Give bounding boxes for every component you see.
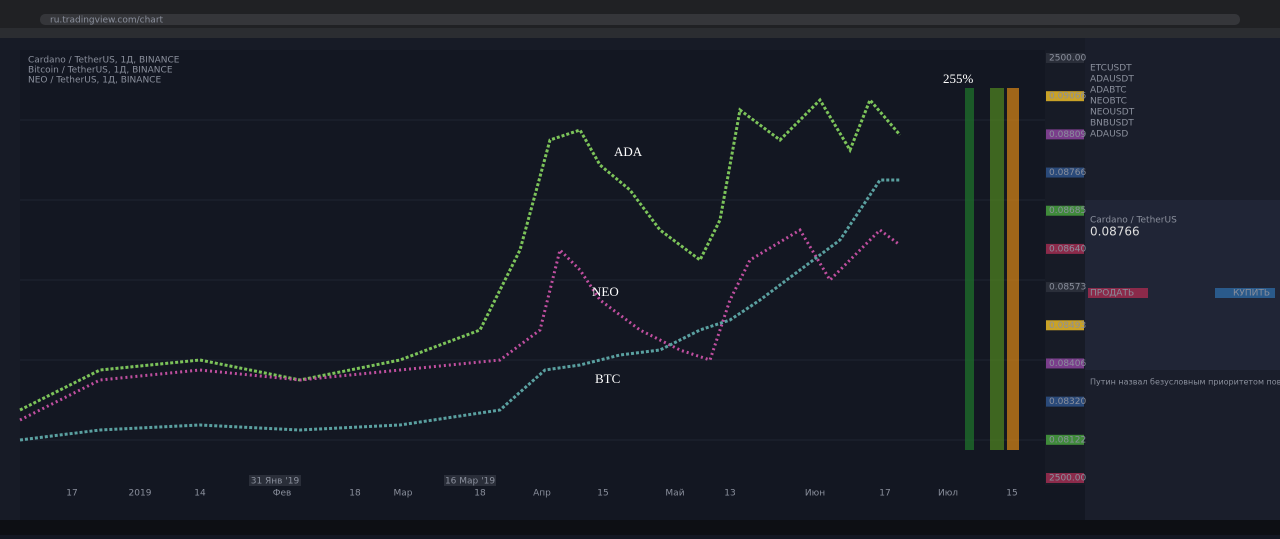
ada-candles [19, 97, 902, 412]
price-label: 0.08640 [1049, 244, 1086, 254]
x-tick-label: 15 [1006, 489, 1017, 499]
ada-label: ADA [614, 144, 643, 159]
date-callout: 31 Янв '19 [251, 477, 300, 487]
highlight-bar [1007, 88, 1019, 450]
price-label: 2500.00 [1049, 54, 1086, 64]
buy-text: КУПИТЬ [1233, 289, 1270, 299]
sell-button[interactable] [1088, 288, 1148, 298]
x-tick-label: 15 [597, 489, 608, 499]
address-field[interactable] [40, 14, 1240, 25]
bookmarks-bar [0, 28, 1280, 38]
watchlist-symbol: ADABTC [1090, 86, 1127, 96]
x-tick-label: Июн [805, 489, 825, 499]
x-tick-label: 13 [724, 489, 735, 499]
date-callout-bg [249, 475, 301, 486]
legend-entry: Bitcoin / TetherUS, 1Д, BINANCE [28, 66, 173, 76]
trade-panel [1085, 200, 1280, 370]
x-tick-label: Фев [273, 489, 292, 499]
price-label: 0.08809 [1049, 130, 1086, 140]
price-tag [1046, 396, 1084, 407]
chart-toolbar [0, 38, 1085, 50]
highlight-bar [990, 88, 1004, 450]
x-tick-label: 14 [194, 489, 206, 499]
watchlist-symbol: BNBUSDT [1090, 119, 1134, 129]
price-tag [1046, 91, 1084, 102]
buy-button[interactable] [1215, 288, 1275, 298]
price-axis [1045, 50, 1085, 485]
trade-price: 0.08766 [1090, 225, 1140, 239]
watchlist-symbol: ADAUSDT [1090, 75, 1134, 85]
price-label: 0.08493 [1049, 321, 1086, 331]
price-tag [1046, 205, 1084, 216]
price-label: 0.08406 [1049, 359, 1086, 369]
price-label: 0.08122 [1049, 435, 1086, 445]
watchlist-symbol: NEOUSDT [1090, 108, 1135, 118]
price-label: 0.08320 [1049, 397, 1086, 407]
watchlist-symbol: NEOBTC [1090, 97, 1127, 107]
legend-entry: NEO / TetherUS, 1Д, BINANCE [28, 76, 161, 86]
x-tick-label: 18 [349, 489, 361, 499]
price-tag [1046, 243, 1084, 254]
btc-candles [19, 178, 900, 442]
taskbar [0, 520, 1280, 535]
watchlist-symbol: ADAUSD [1090, 130, 1128, 140]
price-tag [1046, 320, 1084, 331]
price-tag [1046, 358, 1084, 369]
price-label: 2500.00 [1049, 474, 1086, 484]
trade-symbol: Cardano / TetherUS [1090, 216, 1177, 226]
sell-text: ПРОДАТЬ [1090, 289, 1134, 299]
price-label: 0.08685 [1049, 206, 1086, 216]
date-callout: 16 Мар '19 [445, 477, 495, 487]
x-tick-label: 2019 [129, 489, 152, 499]
neo-label: NEO [592, 284, 619, 299]
price-label: 0.08766 [1049, 168, 1086, 178]
price-tag [1046, 53, 1084, 63]
price-tag [1046, 434, 1084, 445]
price-label: 0.09066 [1049, 92, 1086, 102]
legend-entry: Cardano / TetherUS, 1Д, BINANCE [28, 56, 180, 66]
watchlist-symbol: ETCUSDT [1090, 64, 1132, 74]
x-tick-label: 17 [66, 489, 77, 499]
date-callout-bg [444, 475, 496, 486]
drawing-toolbar [0, 50, 20, 520]
price-tag [1046, 129, 1084, 140]
news-title: Путин назвал безусловным приоритетом пов… [1090, 378, 1280, 387]
x-tick-label: Мар [394, 489, 413, 499]
x-tick-label: Май [665, 489, 684, 499]
price-tag [1046, 473, 1084, 483]
x-tick-label: 18 [474, 489, 486, 499]
highlight-bar [965, 88, 974, 450]
btc-label: BTC [595, 371, 620, 386]
price-label: 0.08573 [1049, 283, 1086, 293]
x-tick-label: 17 [879, 489, 890, 499]
grid [20, 119, 1045, 441]
x-tick-label: Июл [938, 489, 958, 499]
address-text: ru.tradingview.com/chart [50, 16, 164, 26]
x-tick-label: Апр [533, 489, 551, 499]
price-tag [1046, 167, 1084, 178]
price-tag [1046, 282, 1084, 293]
gain-label: 255% [943, 71, 974, 86]
